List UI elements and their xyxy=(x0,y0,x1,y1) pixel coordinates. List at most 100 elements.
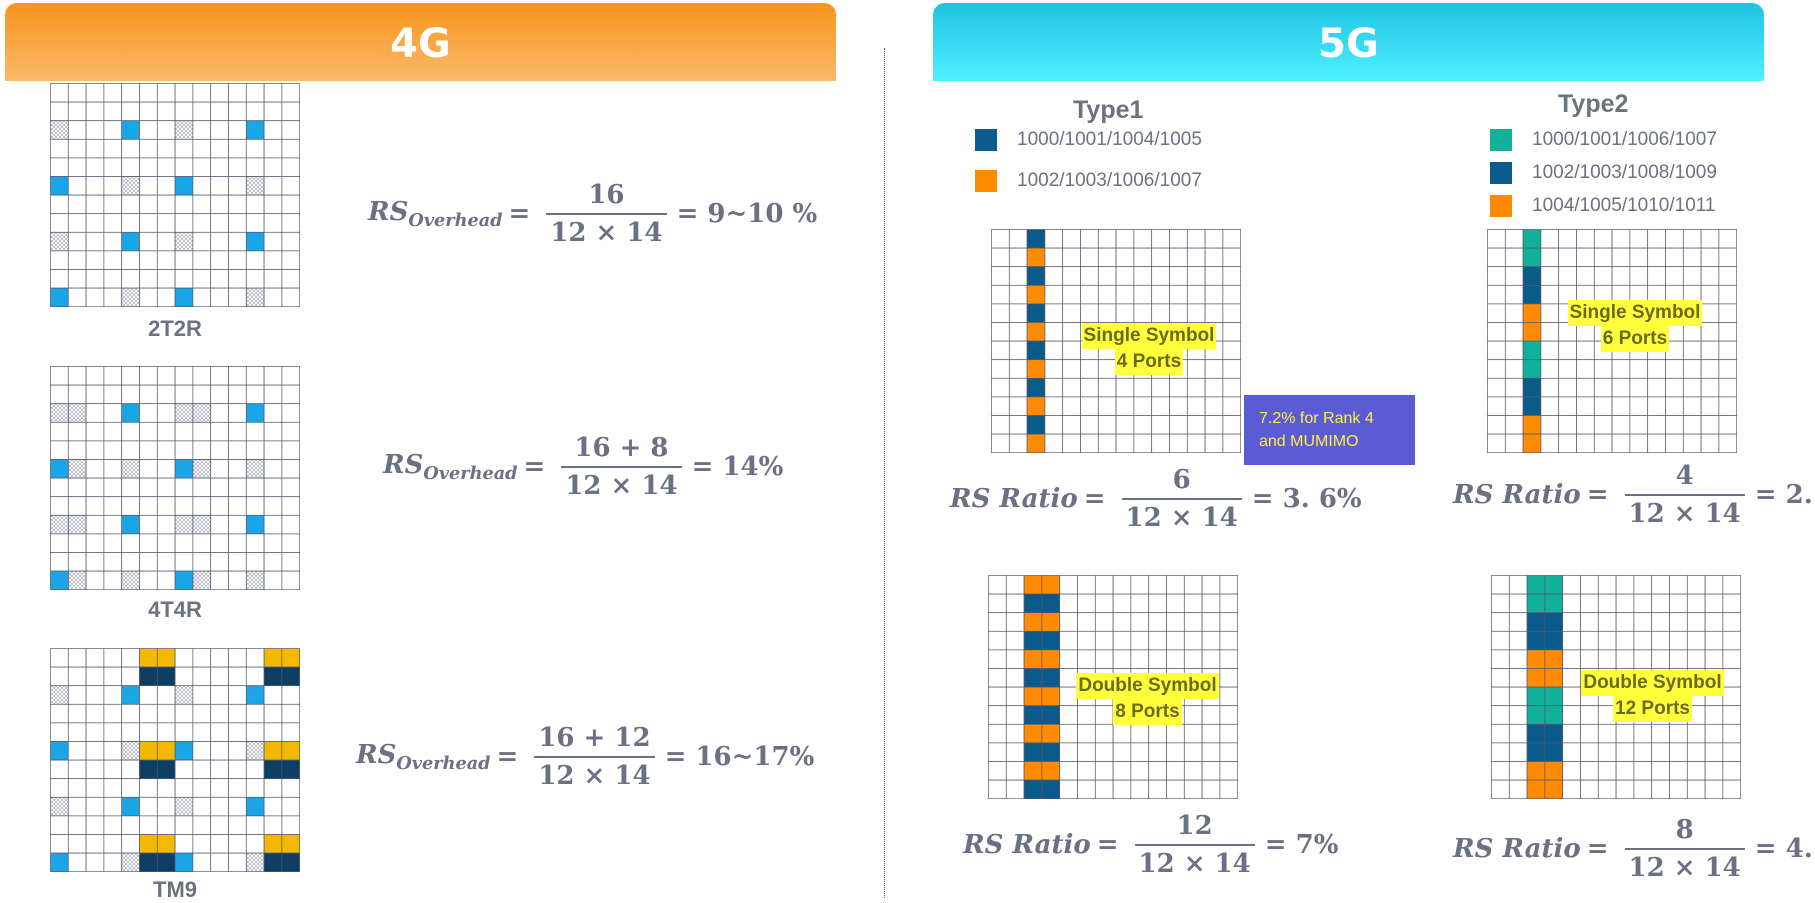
grid-cell xyxy=(85,666,105,687)
grid-cell xyxy=(1491,723,1510,744)
grid-cell xyxy=(67,759,87,780)
grid-cell xyxy=(1077,575,1096,595)
grid-cell xyxy=(192,815,212,835)
grid-cell xyxy=(1112,630,1132,651)
grid-cell xyxy=(1508,705,1528,725)
grid-cell xyxy=(1647,377,1666,398)
grid-cell xyxy=(1704,723,1724,744)
grid-cell xyxy=(121,496,140,516)
grid-cell xyxy=(1077,723,1096,744)
grid-cell xyxy=(85,403,105,423)
grid-cell xyxy=(1544,593,1564,614)
grid-cell xyxy=(103,685,123,705)
grid-cell xyxy=(1041,779,1061,799)
grid-cell xyxy=(1166,649,1185,669)
grid-cell xyxy=(1487,396,1506,416)
grid-cell xyxy=(67,287,87,307)
grid-cell xyxy=(1576,247,1595,268)
grid-cell xyxy=(245,796,265,817)
grid-tm9 xyxy=(50,648,300,872)
grid-cell xyxy=(210,440,229,460)
grid-cell xyxy=(1026,247,1046,268)
grid-cell xyxy=(192,83,212,103)
grid-cell xyxy=(1026,303,1046,323)
grid-cell xyxy=(1593,229,1613,249)
grid-cell xyxy=(1026,415,1046,435)
grid-cell xyxy=(228,496,247,516)
grid-cell xyxy=(103,384,123,405)
grid-cell xyxy=(1041,593,1061,614)
grid-cell xyxy=(192,213,212,233)
grid-cell xyxy=(210,852,229,872)
grid-cell xyxy=(1023,761,1043,781)
grid-cell xyxy=(1686,779,1706,799)
grid-cell xyxy=(245,722,265,742)
grid-cell xyxy=(85,722,105,742)
grid-cell xyxy=(1629,359,1649,379)
grid-cell xyxy=(210,157,229,177)
grid-cell xyxy=(1722,593,1741,614)
grid-cell xyxy=(1722,575,1741,595)
grid-cell xyxy=(1023,723,1043,744)
grid-cell xyxy=(50,722,69,742)
grid-cell xyxy=(1097,247,1117,268)
grid-cell xyxy=(121,796,140,817)
grid-cell xyxy=(174,213,194,233)
grid-cell xyxy=(1219,779,1238,799)
grid-cell xyxy=(263,440,283,460)
grid-cell xyxy=(192,496,212,516)
grid-cell xyxy=(1186,229,1206,249)
grid-cell xyxy=(174,815,194,835)
grid-cell xyxy=(1522,322,1542,342)
grid-cell xyxy=(1080,303,1099,323)
grid-cell xyxy=(1665,266,1684,286)
grid-cell xyxy=(1080,284,1099,305)
grid-cell xyxy=(85,213,105,233)
grid-cell xyxy=(1077,649,1096,669)
grid-cell xyxy=(1094,630,1114,651)
grid-cell xyxy=(1062,266,1081,286)
grid-cell xyxy=(228,796,247,817)
grid-cell xyxy=(1044,229,1064,249)
grid-cell xyxy=(139,403,158,423)
grid-cell xyxy=(1005,593,1025,614)
grid-cell xyxy=(1151,396,1170,416)
grid-cell xyxy=(1615,779,1635,799)
formula-type2-single: RS Ratio = 412 × 14 = 2. 4% xyxy=(1453,461,1815,529)
grid-cell xyxy=(263,194,283,215)
grid-cell xyxy=(67,384,87,405)
grid-cell xyxy=(245,231,265,252)
grid-cell xyxy=(281,852,300,872)
grid-cell xyxy=(1562,742,1581,762)
grid-cell xyxy=(1112,593,1132,614)
grid-cell xyxy=(1651,593,1670,614)
grid-cell xyxy=(103,796,123,817)
grid-cell xyxy=(263,648,283,668)
grid-cell xyxy=(1166,630,1185,651)
grid-label-tm9: TM9 xyxy=(153,877,197,902)
grid-cell xyxy=(1669,630,1688,651)
grid-cell xyxy=(1097,284,1117,305)
grid-cell xyxy=(67,533,87,553)
grid-cell xyxy=(156,213,176,233)
grid-cell xyxy=(263,213,283,233)
grid-cell xyxy=(50,403,69,423)
grid-cell xyxy=(1115,229,1135,249)
grid-cell xyxy=(121,403,140,423)
grid-cell xyxy=(1023,593,1043,614)
grid-cell xyxy=(988,686,1007,707)
grid-cell xyxy=(1700,396,1720,416)
grid-cell xyxy=(85,101,105,122)
grid-cell xyxy=(121,157,140,177)
grid-cell xyxy=(67,570,87,590)
grid-cell xyxy=(210,514,229,535)
grid-cell xyxy=(1062,303,1081,323)
grid-cell xyxy=(1183,742,1203,762)
grid-cell xyxy=(1077,761,1096,781)
grid-cell xyxy=(991,266,1010,286)
grid-cell xyxy=(1593,266,1613,286)
grid-cell xyxy=(245,194,265,215)
grid-cell xyxy=(85,440,105,460)
grid-cell xyxy=(1722,630,1741,651)
grid-cell xyxy=(1629,377,1649,398)
